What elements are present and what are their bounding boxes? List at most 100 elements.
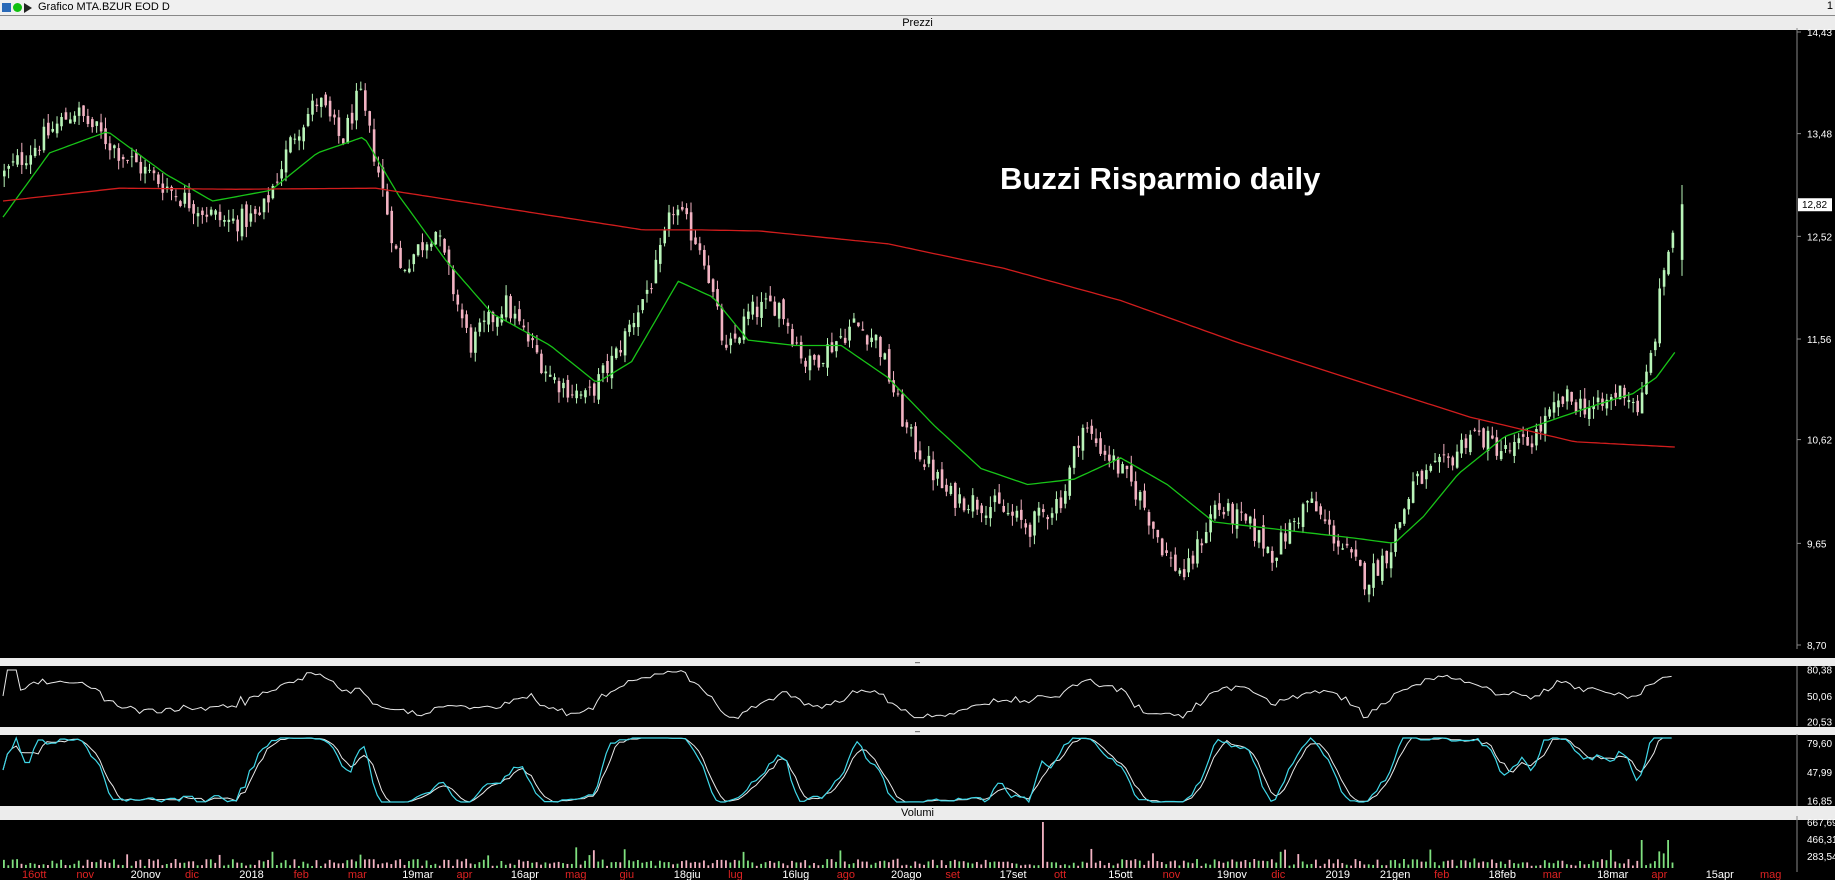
candle-body [333,114,336,118]
volume-bar [927,861,930,868]
volume-bar [236,862,239,868]
volume-bar [1442,861,1445,868]
volume-bar [1587,864,1590,868]
candle-body [614,348,618,359]
candle-body [1557,400,1560,408]
x-tick-label: apr [1651,869,1667,880]
volume-bar [249,864,252,868]
rsi-panel[interactable] [2,669,1672,719]
volume-bar [1469,862,1471,868]
volume-tick-label: 667,69 [1807,818,1835,829]
candle-body [1002,505,1005,512]
candle-body [1248,516,1252,524]
stochastic-panel[interactable] [2,736,1672,804]
candle-body [1398,522,1402,528]
volume-bar [364,859,366,868]
volume-bar [1037,865,1040,868]
candle-body [205,214,209,217]
x-tick-label: set [945,869,960,880]
candle-body [253,209,257,214]
candle-body [975,499,979,510]
candle-body [958,494,961,504]
volume-bar [1623,863,1625,868]
candle-body [1072,446,1076,468]
price-panel[interactable] [2,81,1684,603]
candle-body [1099,438,1102,454]
volume-bar [368,859,371,868]
candle-body [214,210,217,215]
candle-body [1614,392,1617,398]
volume-bar [1460,860,1463,868]
volume-bar [755,865,758,868]
candle-body [949,485,953,494]
volume-panel[interactable] [3,822,1674,868]
volume-bar [1134,859,1137,868]
candle-body [1517,438,1521,444]
candle-body [275,181,279,183]
candle-body [1565,389,1569,402]
candle-body [1473,429,1477,431]
volume-bar [1147,860,1150,868]
candle-body [1033,511,1036,536]
volume-bar [1314,859,1317,868]
candle-body [1363,562,1367,590]
candle-body [619,349,622,353]
volume-bar [1345,864,1348,868]
candle-body [1064,491,1067,504]
candle-body [1455,451,1459,468]
candle-body [1438,456,1441,463]
volume-bar [91,861,93,868]
candle-body [64,112,68,120]
candle-body [1574,402,1578,413]
volume-bar [967,862,969,868]
candle-body [38,149,41,151]
volume-bar [1464,860,1467,868]
candle-body [1539,424,1543,432]
volume-bar [1279,851,1282,868]
candle-body [1579,398,1582,409]
volume-bar [799,862,802,868]
volume-bar [509,863,512,868]
candle-body [399,247,402,268]
candle-body [1583,398,1587,415]
volume-bar [1231,859,1234,868]
volume-bar [386,862,388,868]
volume-bar [447,859,450,868]
candle-body [945,484,948,492]
x-tick-label: 16ott [22,869,46,880]
candle-body [1491,435,1494,439]
volume-bar [597,861,600,868]
volume-bar [782,863,785,868]
volume-bar [1662,853,1665,868]
candle-body [1134,481,1138,500]
volume-bar [584,860,586,868]
volume-bar [1385,865,1388,868]
status-dot-icon[interactable] [13,3,22,12]
play-arrow-icon[interactable] [24,3,32,13]
volume-bar [165,863,168,868]
volume-bar [64,865,67,868]
window-close-button[interactable]: 1 [1826,0,1833,12]
volume-bar [1094,862,1097,868]
candle-body [707,265,711,284]
last-price-label: 12,82 [1802,200,1827,211]
volume-bar [1535,865,1537,868]
window-menu-icon[interactable] [2,3,11,12]
candle-body [795,342,799,344]
candle-body [7,166,11,169]
stoch-panel-divider[interactable]: – [0,727,1835,736]
volume-bar [205,859,208,868]
volume-bar [430,865,432,868]
volume-bar [280,862,283,868]
candle-body [1328,519,1331,525]
rsi-panel-divider[interactable]: – [0,658,1835,667]
volume-bar [1050,862,1053,868]
x-tick-label: 17set [1000,869,1027,880]
candle-body [852,318,856,323]
candle-body [645,289,649,294]
candle-body [641,299,644,311]
candle-body [152,170,156,174]
volume-bar [1002,861,1005,868]
volume-bar [69,865,71,868]
volume-bar [711,863,714,868]
